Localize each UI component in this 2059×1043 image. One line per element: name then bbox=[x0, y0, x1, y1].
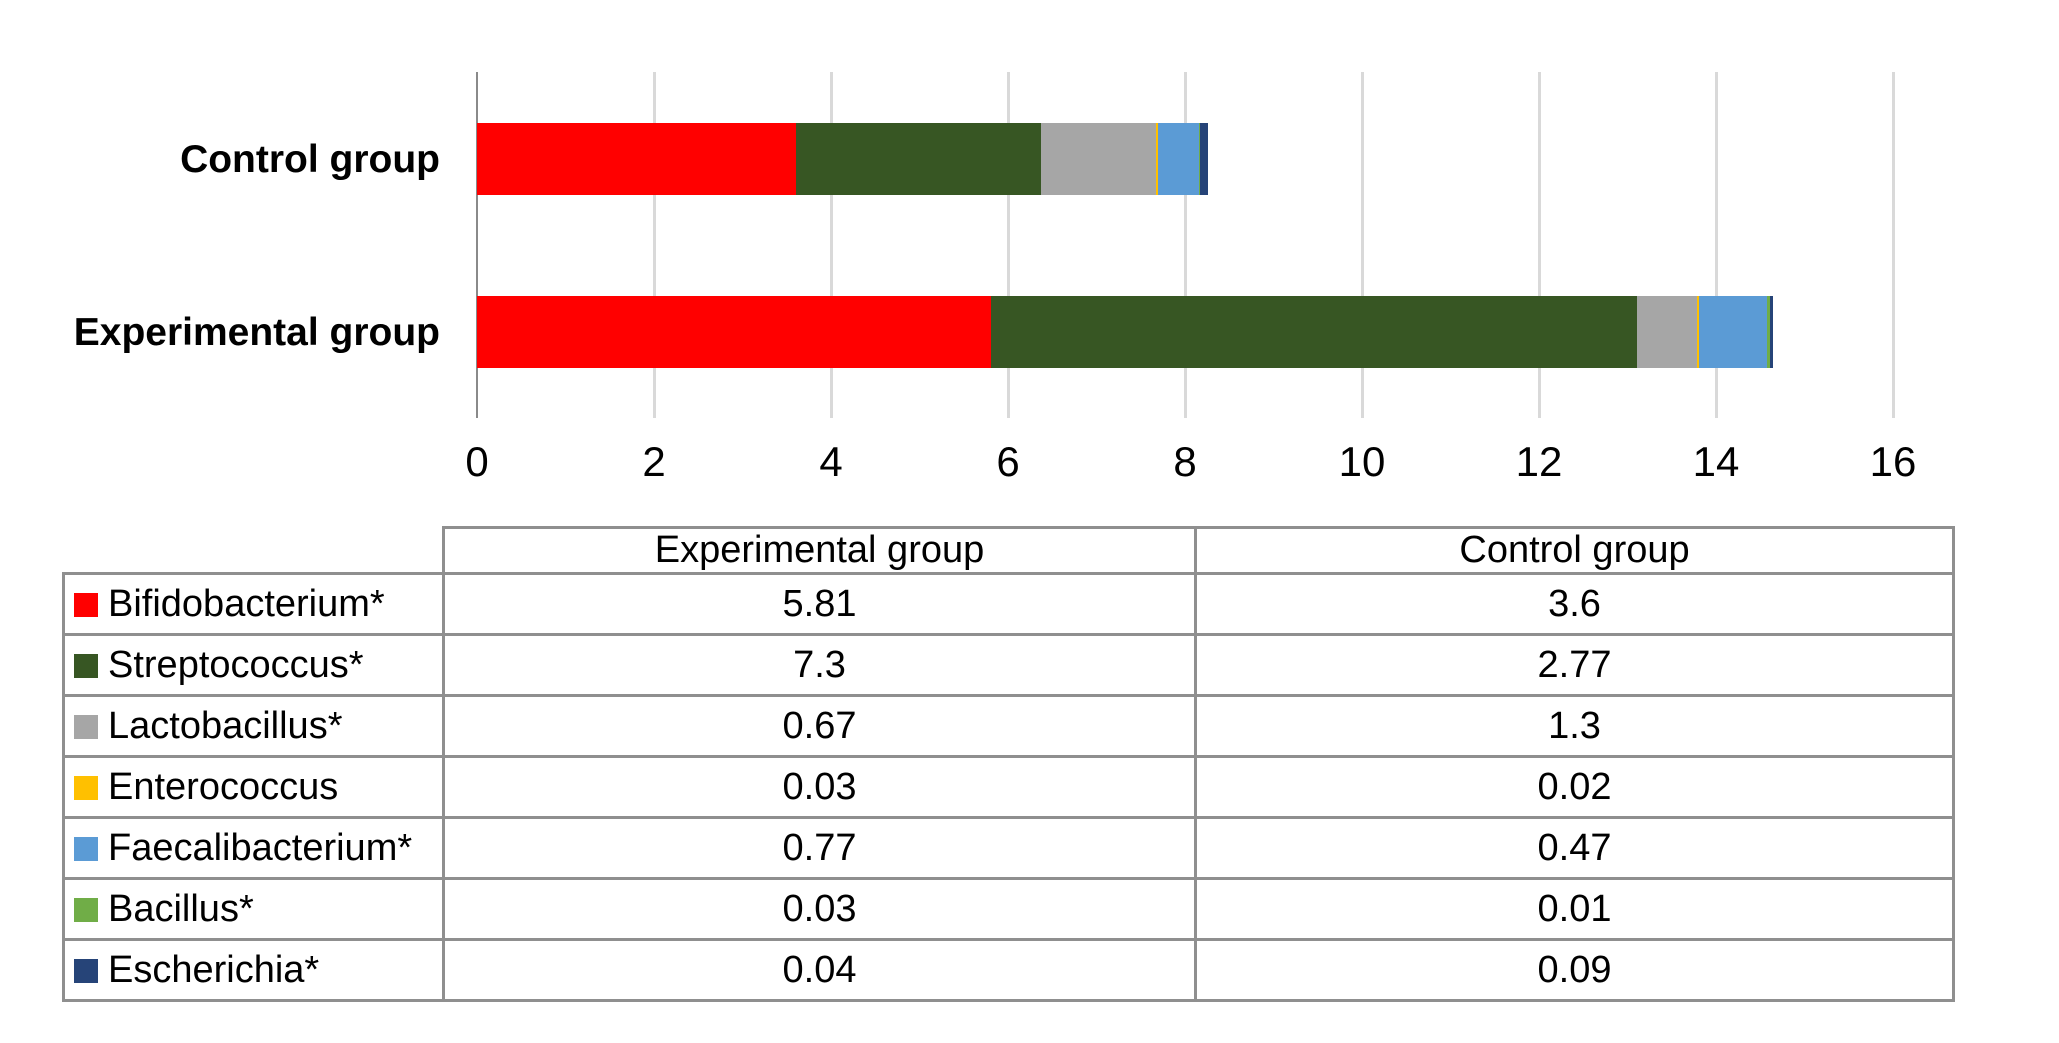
x-tick-label: 0 bbox=[465, 438, 489, 485]
legend-cell: Enterococcus bbox=[62, 755, 445, 819]
bar-segment-lactobacillus bbox=[1637, 295, 1697, 368]
bar-segment-escherichia bbox=[1769, 295, 1774, 368]
chart-data-table: Experimental group Control group Bifidob… bbox=[62, 526, 1955, 1002]
y-axis-line bbox=[476, 72, 478, 418]
bar-segment-faecalibacterium bbox=[1157, 122, 1200, 195]
table-row: Bifidobacterium* 5.81 3.6 bbox=[62, 572, 1955, 636]
legend-cell: Bacillus* bbox=[62, 877, 445, 941]
category-label-control-group: Control group bbox=[180, 138, 440, 181]
stacked-bar-control-group bbox=[477, 122, 1208, 195]
x-tick-label: 2 bbox=[642, 438, 666, 485]
legend-swatch-faecalibacterium bbox=[74, 836, 98, 861]
genus-label: Escherichia* bbox=[108, 948, 320, 991]
bar-segment-lactobacillus bbox=[1040, 122, 1156, 195]
control-value: 1.3 bbox=[1194, 694, 1955, 758]
x-tick-label: 6 bbox=[996, 438, 1020, 485]
bar-segment-streptococcus bbox=[795, 122, 1041, 195]
x-tick-label: 4 bbox=[819, 438, 843, 485]
x-gridline bbox=[829, 72, 833, 418]
x-gridline bbox=[1006, 72, 1010, 418]
bar-segment-enterococcus bbox=[1696, 295, 1700, 368]
control-value: 0.01 bbox=[1194, 877, 1955, 941]
experimental-value: 0.67 bbox=[442, 694, 1197, 758]
genus-label: Streptococcus* bbox=[108, 643, 364, 686]
legend-cell: Lactobacillus* bbox=[62, 694, 445, 758]
legend-swatch-enterococcus bbox=[74, 775, 98, 800]
experimental-value: 5.81 bbox=[442, 572, 1197, 636]
legend-cell: Streptococcus* bbox=[62, 633, 445, 697]
bar-segment-bifidobacterium bbox=[477, 122, 796, 195]
table-row: Enterococcus 0.03 0.02 bbox=[62, 755, 1955, 819]
experimental-value: 0.77 bbox=[442, 816, 1197, 880]
stacked-bar-experimental-group bbox=[477, 295, 1774, 368]
legend-swatch-bifidobacterium bbox=[74, 592, 98, 617]
genus-label: Bifidobacterium* bbox=[108, 582, 385, 625]
table-row: Streptococcus* 7.3 2.77 bbox=[62, 633, 1955, 697]
table-row: Escherichia* 0.04 0.09 bbox=[62, 938, 1955, 1002]
x-gridline bbox=[1537, 72, 1541, 418]
table-row: Lactobacillus* 0.67 1.3 bbox=[62, 694, 1955, 758]
experimental-value: 0.03 bbox=[442, 877, 1197, 941]
bar-segment-bacillus bbox=[1767, 295, 1770, 368]
legend-cell: Escherichia* bbox=[62, 938, 445, 1002]
x-gridline bbox=[1183, 72, 1187, 418]
x-gridline bbox=[1714, 72, 1718, 418]
experimental-value: 0.04 bbox=[442, 938, 1197, 1002]
table-row: Bacillus* 0.03 0.01 bbox=[62, 877, 1955, 941]
bar-segment-bifidobacterium bbox=[477, 295, 992, 368]
x-tick-label: 16 bbox=[1869, 438, 1917, 485]
table-header-control-group: Control group bbox=[1194, 526, 1955, 575]
table-header-experimental-group: Experimental group bbox=[442, 526, 1197, 575]
x-tick-label: 14 bbox=[1692, 438, 1740, 485]
table-header-blank-cell bbox=[64, 528, 444, 574]
category-label-experimental-group: Experimental group bbox=[73, 311, 440, 354]
legend-swatch-escherichia bbox=[74, 958, 98, 983]
genus-label: Bacillus* bbox=[108, 887, 254, 930]
bar-segment-bacillus bbox=[1199, 122, 1201, 195]
legend-cell: Faecalibacterium* bbox=[62, 816, 445, 880]
legend-cell: Bifidobacterium* bbox=[62, 572, 445, 636]
legend-swatch-streptococcus bbox=[74, 653, 98, 678]
control-value: 3.6 bbox=[1194, 572, 1955, 636]
control-value: 0.47 bbox=[1194, 816, 1955, 880]
genus-label: Enterococcus bbox=[108, 765, 339, 808]
bar-segment-enterococcus bbox=[1155, 122, 1158, 195]
bar-segment-faecalibacterium bbox=[1699, 295, 1768, 368]
experimental-value: 7.3 bbox=[442, 633, 1197, 697]
genus-label: Lactobacillus* bbox=[108, 704, 343, 747]
x-gridline bbox=[652, 72, 656, 418]
x-tick-label: 10 bbox=[1338, 438, 1386, 485]
control-value: 2.77 bbox=[1194, 633, 1955, 697]
legend-swatch-bacillus bbox=[74, 897, 98, 922]
table-header-row: Experimental group Control group bbox=[64, 526, 1955, 575]
table-row: Faecalibacterium* 0.77 0.47 bbox=[62, 816, 1955, 880]
x-tick-label: 8 bbox=[1173, 438, 1197, 485]
genus-label: Faecalibacterium* bbox=[108, 826, 413, 869]
legend-swatch-lactobacillus bbox=[74, 714, 98, 739]
control-value: 0.02 bbox=[1194, 755, 1955, 819]
x-gridline bbox=[1360, 72, 1364, 418]
bar-segment-escherichia bbox=[1200, 122, 1208, 195]
x-tick-label: 12 bbox=[1515, 438, 1563, 485]
bar-segment-streptococcus bbox=[991, 295, 1638, 368]
plot-area: 0 2 4 6 8 10 12 14 16 bbox=[465, 72, 1916, 484]
control-value: 0.09 bbox=[1194, 938, 1955, 1002]
experimental-value: 0.03 bbox=[442, 755, 1197, 819]
x-gridline bbox=[1891, 72, 1895, 418]
